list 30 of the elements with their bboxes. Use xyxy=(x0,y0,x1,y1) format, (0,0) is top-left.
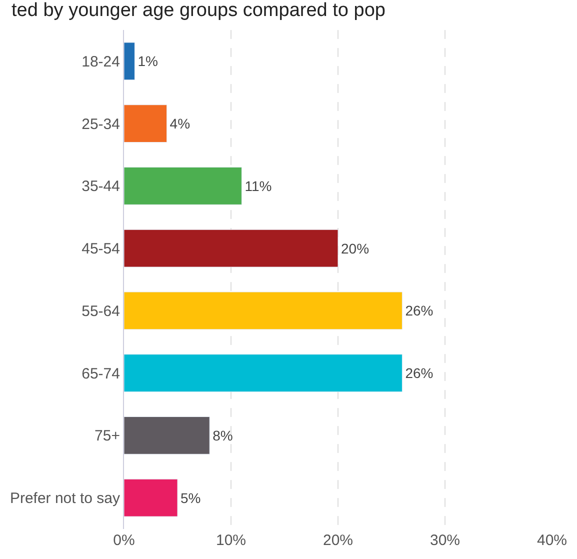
bar xyxy=(124,478,178,517)
data-label: 8% xyxy=(212,427,233,444)
x-tick-label: 30% xyxy=(430,532,460,549)
data-label: 5% xyxy=(180,490,201,506)
y-tick-label: 35-44 xyxy=(82,178,120,196)
y-tick-label: 65-74 xyxy=(82,365,120,382)
bar xyxy=(124,292,402,330)
bar xyxy=(124,229,338,268)
data-label: 1% xyxy=(138,53,158,70)
bar xyxy=(124,354,402,392)
data-label: 26% xyxy=(405,365,434,382)
data-label: 26% xyxy=(405,302,434,319)
data-label: 20% xyxy=(341,240,370,256)
y-tick-label: 45-54 xyxy=(82,240,120,258)
y-tick-label: 25-34 xyxy=(82,116,120,133)
bar xyxy=(124,42,135,80)
y-tick-label: 75+ xyxy=(94,428,120,445)
x-tick-label: 10% xyxy=(216,532,246,549)
data-label: 11% xyxy=(244,178,272,194)
y-tick-label: 18-24 xyxy=(82,53,120,70)
x-tick-label: 40% xyxy=(536,532,568,549)
x-tick-label: 20% xyxy=(322,532,354,549)
chart-title: ted by younger age groups compared to pop xyxy=(12,0,386,22)
bar xyxy=(124,104,168,143)
data-label: 4% xyxy=(170,116,190,132)
bar xyxy=(124,416,210,454)
bar xyxy=(124,166,242,205)
y-tick-label: 55-64 xyxy=(82,302,120,320)
x-tick-label: 0% xyxy=(113,532,135,549)
y-tick-label: Prefer not to say xyxy=(10,490,120,508)
